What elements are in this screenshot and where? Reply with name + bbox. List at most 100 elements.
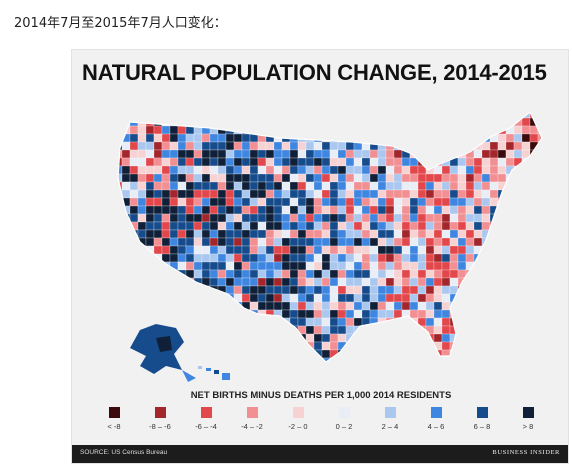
county-cell <box>305 165 315 175</box>
county-cell <box>161 285 171 295</box>
county-cell <box>129 285 139 295</box>
county-cell <box>249 253 259 263</box>
county-cell <box>321 165 331 175</box>
county-cell <box>369 309 379 319</box>
county-cell <box>370 94 378 102</box>
county-cell <box>194 94 202 102</box>
county-cell <box>441 261 451 271</box>
county-cell <box>521 237 531 247</box>
county-cell <box>233 229 243 239</box>
county-cell <box>394 102 402 110</box>
county-cell <box>417 349 427 359</box>
county-cell <box>489 165 499 175</box>
legend-item: < -8 <box>94 407 134 431</box>
county-cell <box>481 213 491 223</box>
county-cell <box>177 229 187 239</box>
county-cell <box>465 245 475 255</box>
county-cell <box>265 309 275 319</box>
county-cell <box>449 117 459 127</box>
county-cell <box>473 117 483 127</box>
county-cell <box>130 102 138 110</box>
county-cell <box>538 94 546 102</box>
county-cell <box>402 94 410 102</box>
county-cell <box>313 269 323 279</box>
county-cell <box>505 117 515 127</box>
county-cell <box>458 374 466 382</box>
county-cell <box>329 261 339 271</box>
county-cell <box>513 325 523 335</box>
county-cell <box>401 197 411 207</box>
county-cell <box>297 269 307 279</box>
county-cell <box>241 165 251 175</box>
county-cell <box>98 278 106 286</box>
county-cell <box>498 366 506 374</box>
county-cell <box>121 277 131 287</box>
county-cell <box>281 325 291 335</box>
county-cell <box>497 133 507 143</box>
county-cell <box>201 117 211 127</box>
county-cell <box>241 205 251 215</box>
county-cell <box>305 269 315 279</box>
county-cell <box>489 181 499 191</box>
county-cell <box>337 221 347 231</box>
county-cell <box>241 325 251 335</box>
county-cell <box>193 205 203 215</box>
county-cell <box>521 165 531 175</box>
county-cell <box>281 301 291 311</box>
county-cell <box>249 357 259 362</box>
county-cell <box>98 222 106 230</box>
county-cell <box>361 285 371 295</box>
county-cell <box>129 189 139 199</box>
county-cell <box>546 366 552 374</box>
county-cell <box>241 181 251 191</box>
county-cell <box>281 245 291 255</box>
county-cell <box>361 221 371 231</box>
county-cell <box>497 309 507 319</box>
county-cell <box>466 94 474 102</box>
county-cell <box>249 277 259 287</box>
county-cell <box>522 382 530 386</box>
county-cell <box>417 269 427 279</box>
county-cell <box>505 293 515 303</box>
county-cell <box>473 317 483 327</box>
county-cell <box>425 125 435 135</box>
county-cell <box>90 334 98 342</box>
footer-bar: SOURCE: US Census Bureau BUSINESS INSIDE… <box>72 445 568 463</box>
county-cell <box>465 309 475 319</box>
county-cell <box>90 262 98 270</box>
county-cell <box>305 197 315 207</box>
county-cell <box>138 94 146 102</box>
county-cell <box>249 341 259 351</box>
county-cell <box>473 197 483 207</box>
county-cell <box>345 181 355 191</box>
county-cell <box>114 102 122 110</box>
county-cell <box>322 382 330 386</box>
county-cell <box>290 366 298 374</box>
county-cell <box>298 382 306 386</box>
county-cell <box>401 221 411 231</box>
county-cell <box>217 112 227 119</box>
county-cell <box>442 382 450 386</box>
county-cell <box>425 221 435 231</box>
county-cell <box>90 382 98 386</box>
county-cell <box>313 261 323 271</box>
county-cell <box>161 141 171 151</box>
county-cell <box>217 277 227 287</box>
county-cell <box>505 277 515 287</box>
county-cell <box>185 141 195 151</box>
county-cell <box>249 245 259 255</box>
county-cell <box>145 213 155 223</box>
county-cell <box>201 317 211 327</box>
county-cell <box>233 157 243 167</box>
county-cell <box>209 349 219 359</box>
county-cell <box>505 189 515 199</box>
county-cell <box>129 309 139 319</box>
county-cell <box>313 237 323 247</box>
county-cell <box>337 293 347 303</box>
county-cell <box>465 341 475 351</box>
county-cell <box>137 301 147 311</box>
county-cell <box>433 317 443 327</box>
county-cell <box>233 349 243 359</box>
county-cell <box>201 112 211 119</box>
county-cell <box>225 189 235 199</box>
